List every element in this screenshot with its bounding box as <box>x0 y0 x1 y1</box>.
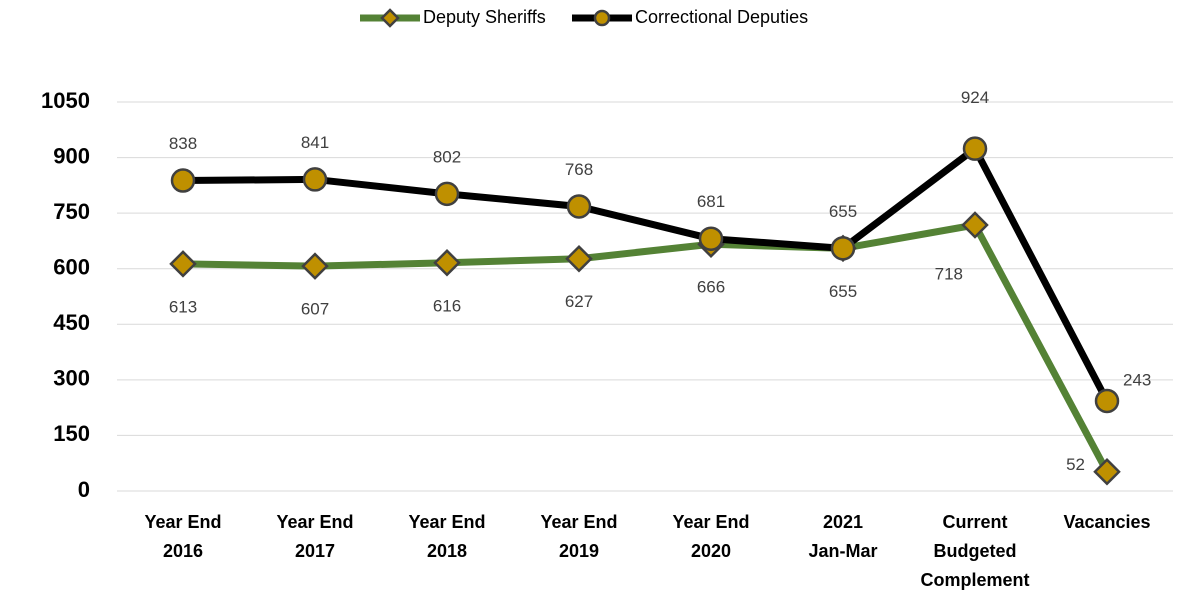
x-tick-label: Budgeted <box>934 541 1017 561</box>
x-tick-label: 2020 <box>691 541 731 561</box>
data-label: 243 <box>1123 370 1151 389</box>
data-label: 616 <box>433 296 461 315</box>
data-label: 655 <box>829 202 857 221</box>
x-tick-label: 2017 <box>295 541 335 561</box>
y-tick-label: 900 <box>53 143 90 168</box>
x-tick-label: Year End <box>276 512 353 532</box>
y-tick-label: 1050 <box>41 88 90 113</box>
data-label: 841 <box>301 133 329 152</box>
x-tick-label: 2021 <box>823 512 863 532</box>
marker <box>433 249 461 277</box>
series-line <box>182 221 1111 474</box>
legend-label: Correctional Deputies <box>635 7 808 27</box>
x-tick-label: 2018 <box>427 541 467 561</box>
legend-marker <box>380 8 400 28</box>
data-label: 666 <box>697 278 725 297</box>
x-tick-label: Current <box>942 512 1007 532</box>
marker <box>302 167 328 192</box>
data-label: 681 <box>697 192 725 211</box>
x-tick-label: Vacancies <box>1063 512 1150 532</box>
data-label: 607 <box>301 300 329 319</box>
marker <box>566 194 592 219</box>
x-tick-label: Jan-Mar <box>808 541 877 561</box>
x-tick-label: Complement <box>920 570 1029 590</box>
marker <box>961 211 989 239</box>
y-tick-label: 0 <box>78 477 90 502</box>
marker <box>169 250 197 278</box>
marker <box>565 244 593 273</box>
legend-label: Deputy Sheriffs <box>423 7 546 27</box>
marker <box>1094 388 1120 414</box>
series-line <box>182 145 1111 403</box>
marker <box>830 236 856 261</box>
y-tick-label: 300 <box>53 366 90 391</box>
data-label: 52 <box>1066 455 1085 474</box>
marker <box>698 226 724 251</box>
marker <box>170 168 196 193</box>
y-tick-label: 150 <box>53 421 90 446</box>
y-tick-label: 450 <box>53 310 90 335</box>
data-label: 655 <box>829 282 857 301</box>
data-label: 924 <box>961 88 989 107</box>
x-tick-label: Year End <box>408 512 485 532</box>
marker <box>962 136 988 161</box>
marker <box>301 252 329 280</box>
x-tick-label: Year End <box>540 512 617 532</box>
x-tick-label: Year End <box>144 512 221 532</box>
data-label: 768 <box>565 160 593 179</box>
y-tick-label: 750 <box>53 199 90 224</box>
data-label: 802 <box>433 147 461 166</box>
data-label: 838 <box>169 134 197 153</box>
x-tick-label: Year End <box>672 512 749 532</box>
marker <box>434 181 460 207</box>
legend-marker <box>593 9 611 27</box>
data-label: 613 <box>169 297 197 316</box>
x-tick-label: 2019 <box>559 541 599 561</box>
y-tick-label: 600 <box>53 255 90 280</box>
data-label: 718 <box>935 264 963 283</box>
data-label: 627 <box>565 292 593 311</box>
x-tick-label: 2016 <box>163 541 203 561</box>
marker <box>1093 457 1121 486</box>
